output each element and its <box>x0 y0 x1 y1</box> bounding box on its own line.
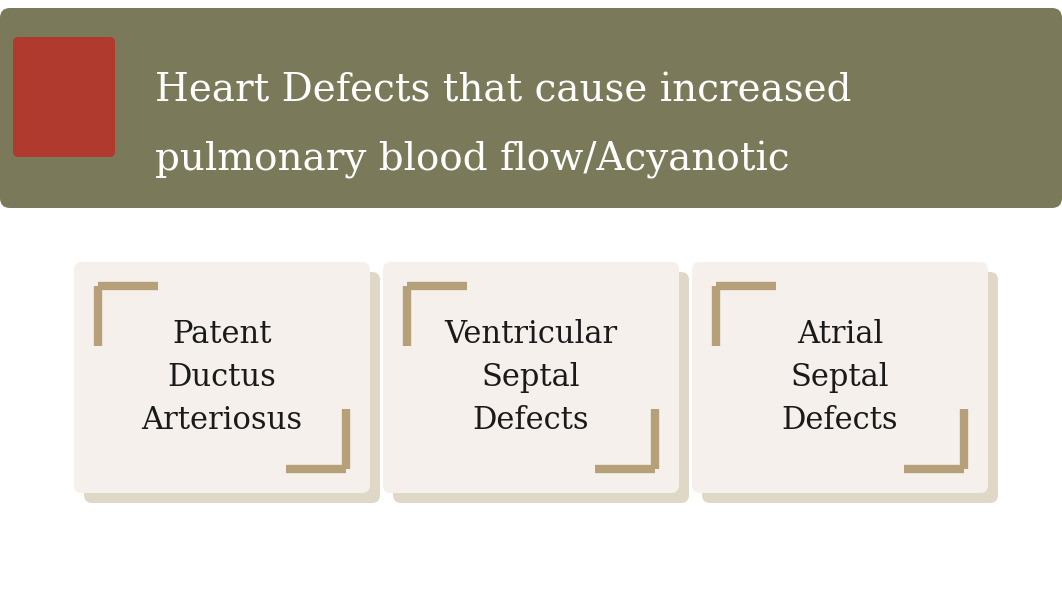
FancyBboxPatch shape <box>84 272 380 503</box>
FancyBboxPatch shape <box>74 262 370 493</box>
Text: Ventricular
Septal
Defects: Ventricular Septal Defects <box>444 319 618 436</box>
FancyBboxPatch shape <box>393 272 689 503</box>
Text: Atrial
Septal
Defects: Atrial Septal Defects <box>782 319 898 436</box>
Text: pulmonary blood flow/Acyanotic: pulmonary blood flow/Acyanotic <box>155 141 790 179</box>
FancyBboxPatch shape <box>383 262 679 493</box>
FancyBboxPatch shape <box>692 262 988 493</box>
FancyBboxPatch shape <box>0 8 1062 208</box>
Text: Patent
Ductus
Arteriosus: Patent Ductus Arteriosus <box>141 319 303 436</box>
FancyBboxPatch shape <box>13 37 115 157</box>
Text: Heart Defects that cause increased: Heart Defects that cause increased <box>155 73 852 110</box>
FancyBboxPatch shape <box>702 272 998 503</box>
